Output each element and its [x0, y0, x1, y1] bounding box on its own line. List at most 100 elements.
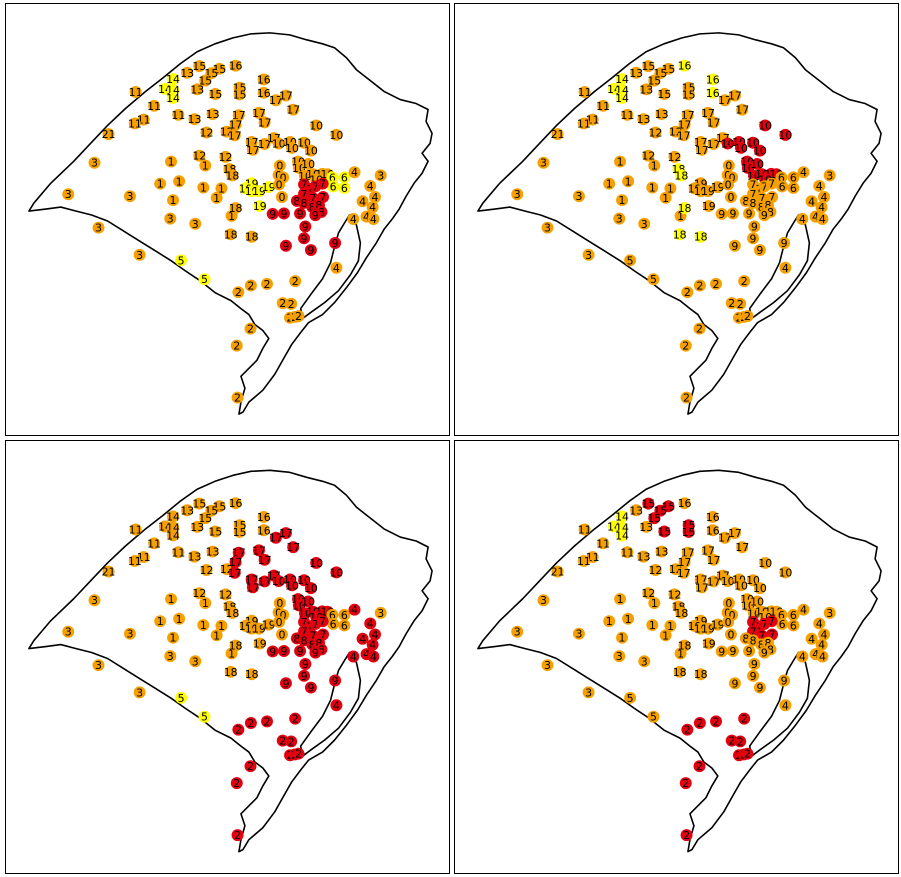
station-marker: 11 — [129, 523, 143, 536]
station-cluster-label: 1 — [200, 182, 207, 195]
station-cluster-label: 4 — [372, 191, 379, 204]
station-dot — [287, 103, 300, 116]
station-dot — [673, 665, 686, 678]
station-cluster-label: 7 — [312, 180, 319, 193]
station-cluster-label: 14 — [615, 529, 629, 542]
station-marker: 11 — [596, 537, 610, 550]
station-dot — [338, 171, 351, 184]
station-dot — [823, 169, 836, 182]
station-marker: 19 — [701, 623, 715, 636]
station-cluster-label: 7 — [750, 625, 757, 638]
station-marker: 5 — [624, 254, 637, 267]
station-cluster-label: 8 — [293, 195, 300, 208]
station-cluster-label: 10 — [301, 158, 315, 171]
station-dot — [298, 669, 311, 682]
station-dot — [229, 639, 242, 652]
station-marker: 11 — [129, 86, 143, 99]
station-marker: 5 — [175, 254, 188, 267]
station-cluster-label: 1 — [625, 175, 632, 188]
station-marker: 3 — [92, 659, 105, 672]
station-dot — [123, 627, 136, 640]
station-cluster-label: 13 — [190, 83, 204, 96]
station-cluster-label: 10 — [721, 138, 735, 151]
station-marker: 9 — [279, 677, 292, 690]
station-cluster-label: 17 — [258, 116, 272, 129]
station-dot — [285, 297, 298, 310]
station-dot — [257, 86, 270, 99]
station-cluster-label: 5 — [627, 254, 634, 267]
station-dot — [272, 137, 285, 150]
station-dot — [722, 597, 735, 610]
station-dot — [787, 181, 800, 194]
station-cluster-label: 8 — [767, 206, 774, 219]
station-marker: 10 — [301, 595, 315, 608]
station-cluster-label: 17 — [258, 554, 272, 567]
station-marker: 4 — [369, 628, 382, 641]
station-dot — [175, 254, 188, 267]
station-dot — [640, 520, 653, 533]
station-marker: 18 — [694, 668, 708, 681]
station-marker: 1 — [154, 178, 167, 191]
station-dot — [735, 579, 747, 592]
station-dot — [128, 554, 141, 567]
station-cluster-label: 4 — [782, 699, 789, 712]
station-marker: 2 — [285, 297, 298, 311]
station-marker: 13 — [180, 67, 194, 80]
station-marker: 19 — [262, 619, 276, 632]
station-marker: 4 — [348, 166, 361, 179]
station-cluster-label: 12 — [192, 587, 206, 600]
station-marker: 13 — [190, 83, 204, 96]
station-dot — [229, 497, 242, 510]
station-dot — [233, 525, 246, 538]
station-cluster-label: 14 — [615, 73, 629, 86]
station-cluster-label: 14 — [615, 92, 629, 105]
station-marker: 18 — [245, 668, 259, 681]
station-dot — [316, 615, 329, 628]
station-cluster-label: 2 — [744, 748, 751, 761]
station-dot — [197, 181, 210, 194]
station-cluster-label: 5 — [201, 711, 208, 724]
station-marker: 1 — [622, 175, 635, 188]
station-marker: 6 — [787, 609, 800, 622]
station-cluster-label: 15 — [647, 512, 661, 525]
station-dot — [642, 149, 655, 162]
station-cluster-label: 18 — [694, 668, 708, 681]
station-dot — [787, 619, 800, 632]
station-dot — [693, 322, 706, 335]
station-marker: 1 — [614, 156, 627, 169]
station-cluster-label: 9 — [312, 209, 319, 222]
station-cluster-label: 9 — [282, 240, 289, 253]
station-marker: 17 — [279, 90, 293, 103]
station-marker: 4 — [816, 651, 829, 664]
station-marker: 3 — [823, 607, 836, 620]
station-cluster-label: 19 — [252, 623, 266, 636]
station-cluster-label: 16 — [706, 524, 720, 537]
station-dot — [638, 655, 651, 668]
station-dot — [165, 155, 178, 168]
station-cluster-label: 11 — [578, 86, 592, 99]
station-dot — [279, 677, 292, 690]
station-marker: 6 — [338, 619, 351, 632]
station-cluster-label: 2 — [741, 713, 748, 726]
station-dot — [148, 99, 161, 112]
station-dot — [734, 297, 747, 310]
station-dot — [374, 169, 387, 182]
station-marker: 17 — [228, 129, 242, 142]
station-cluster-label: 1 — [619, 632, 626, 645]
station-cluster-label: 11 — [147, 100, 161, 113]
station-marker: 0 — [275, 191, 288, 204]
station-marker: 2 — [261, 715, 273, 728]
station-cluster-label: 10 — [778, 566, 792, 579]
map-panel-bottom-left: 15 15 16 13 15 14 14 14 14 15 13 15 15 15 16 16 17 17 11 11… — [5, 440, 450, 874]
station-cluster-label: 9 — [750, 670, 757, 683]
station-dot — [778, 237, 791, 249]
station-marker: 16 — [257, 524, 271, 537]
map-panel-bottom-right: 15 15 16 13 15 14 14 14 14 15 13 15 15 15 16 16 17 17 11 11… — [454, 440, 899, 874]
station-cluster-label: 1 — [202, 597, 209, 610]
station-marker: 1 — [197, 181, 210, 195]
station-cluster-label: 9 — [301, 670, 308, 683]
station-dot — [231, 829, 244, 842]
station-cluster-label: 19 — [701, 185, 715, 198]
station-cluster-label: 7 — [761, 618, 768, 631]
station-marker: 19 — [252, 623, 266, 636]
